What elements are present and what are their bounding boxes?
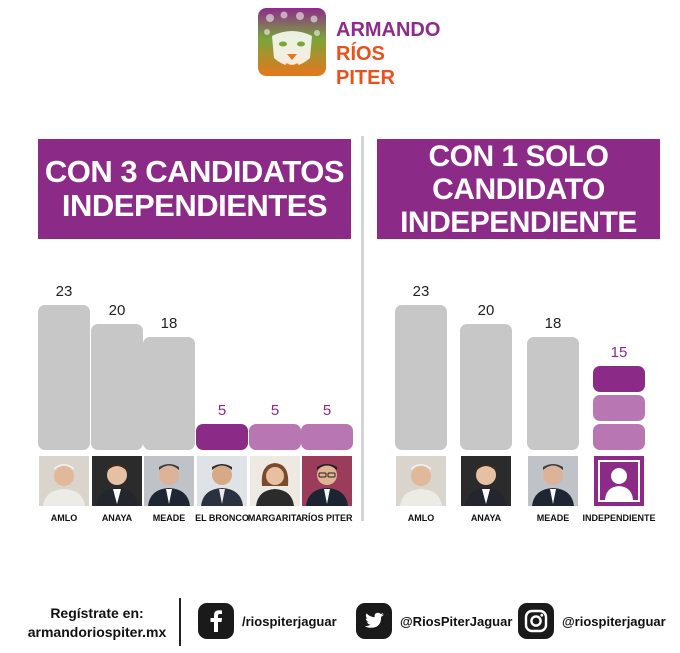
- value-label-amlo: 23: [412, 283, 430, 300]
- photo-meade: [144, 456, 194, 506]
- chart-three-independents: 23 20 18 5 5 5 AMLO ANAYA MEADE EL BRONC…: [30, 270, 360, 530]
- candidate-label-meade: MEADE: [152, 513, 186, 523]
- bar-independiente-segment-1: [593, 366, 645, 392]
- photo-amlo: [39, 456, 89, 506]
- facebook-link[interactable]: /riospiterjaguar: [198, 603, 337, 639]
- photo-el-bronco: [197, 456, 247, 506]
- instagram-link[interactable]: @riospiterjaguar: [518, 603, 666, 639]
- facebook-handle: /riospiterjaguar: [242, 613, 337, 629]
- twitter-icon: [356, 603, 392, 639]
- bar-anaya: [91, 323, 143, 450]
- candidate-label-anaya: ANAYA: [101, 513, 133, 523]
- bar-independiente-segment-3: [593, 424, 645, 450]
- photo-meade: [528, 456, 578, 506]
- left-panel-title: CON 3 CANDIDATOS INDEPENDIENTES: [38, 139, 351, 239]
- twitter-handle: @RiosPiterJaguar: [400, 613, 513, 629]
- right-title-line2: CANDIDATO: [432, 172, 605, 206]
- value-label-anaya: 20: [108, 301, 126, 319]
- bar-el-bronco: [196, 424, 248, 450]
- value-label-el-bronco: 5: [217, 402, 227, 419]
- instagram-icon: [518, 603, 554, 639]
- photo-margarita: [250, 456, 300, 506]
- candidate-label-amlo: AMLO: [407, 513, 435, 523]
- photo-rios-piter: [302, 456, 352, 506]
- bar-meade: [143, 336, 195, 450]
- brand-name-line1: ARMANDO: [336, 19, 441, 41]
- value-label-anaya: 20: [477, 301, 495, 319]
- register-line1: Regístrate en:: [50, 605, 144, 621]
- value-label-amlo: 23: [55, 283, 73, 300]
- jaguar-logo-icon: [258, 8, 326, 76]
- bar-amlo: [395, 305, 447, 450]
- candidate-label-amlo: AMLO: [50, 513, 78, 523]
- bar-meade: [527, 336, 579, 450]
- bar-amlo: [38, 305, 90, 450]
- value-label-margarita: 5: [270, 402, 280, 419]
- chart-one-independent: 23 20 18 15 AMLO ANAYA MEADE INDEPENDIEN…: [380, 270, 660, 530]
- candidate-label-rios-piter: RÍOS PITER: [301, 513, 353, 523]
- brand-name-line2: RÍOS PITER: [336, 43, 395, 89]
- candidate-label-independiente: INDEPENDIENTE: [582, 513, 656, 523]
- logo: ARMANDO RÍOS PITER: [258, 8, 448, 89]
- right-panel-title: CON 1 SOLO CANDIDATO INDEPENDIENTE: [377, 139, 660, 239]
- independent-user-icon: [594, 456, 644, 506]
- photo-amlo: [396, 456, 446, 506]
- candidate-label-el-bronco: EL BRONCO: [195, 513, 249, 523]
- right-title-line3: INDEPENDIENTE: [400, 205, 637, 239]
- value-label-meade: 18: [160, 314, 178, 332]
- photo-anaya: [461, 456, 511, 506]
- panel-divider: [361, 136, 364, 521]
- bar-independiente-segment-2: [593, 395, 645, 421]
- value-label-rios-piter: 5: [322, 402, 332, 419]
- instagram-handle: @riospiterjaguar: [562, 613, 666, 629]
- value-label-independiente: 15: [610, 344, 628, 361]
- footer-divider: [179, 598, 181, 646]
- left-title-line1: CON 3 CANDIDATOS: [44, 154, 345, 189]
- twitter-link[interactable]: @RiosPiterJaguar: [356, 603, 512, 639]
- candidate-label-meade: MEADE: [536, 513, 570, 523]
- left-title-line2: INDEPENDIENTES: [61, 188, 328, 223]
- register-text: Regístrate en: armandoriospiter.mx: [22, 604, 172, 642]
- right-title-line1: CON 1 SOLO: [428, 139, 609, 173]
- bar-rios-piter: [301, 424, 353, 450]
- candidate-label-anaya: ANAYA: [470, 513, 502, 523]
- website-link[interactable]: armandoriospiter.mx: [27, 624, 167, 640]
- facebook-icon: [198, 603, 234, 639]
- candidate-label-margarita: MARGARITA: [247, 513, 303, 523]
- bar-margarita: [249, 424, 301, 450]
- value-label-meade: 18: [544, 314, 562, 332]
- photo-anaya: [92, 456, 142, 506]
- bar-anaya: [460, 323, 512, 450]
